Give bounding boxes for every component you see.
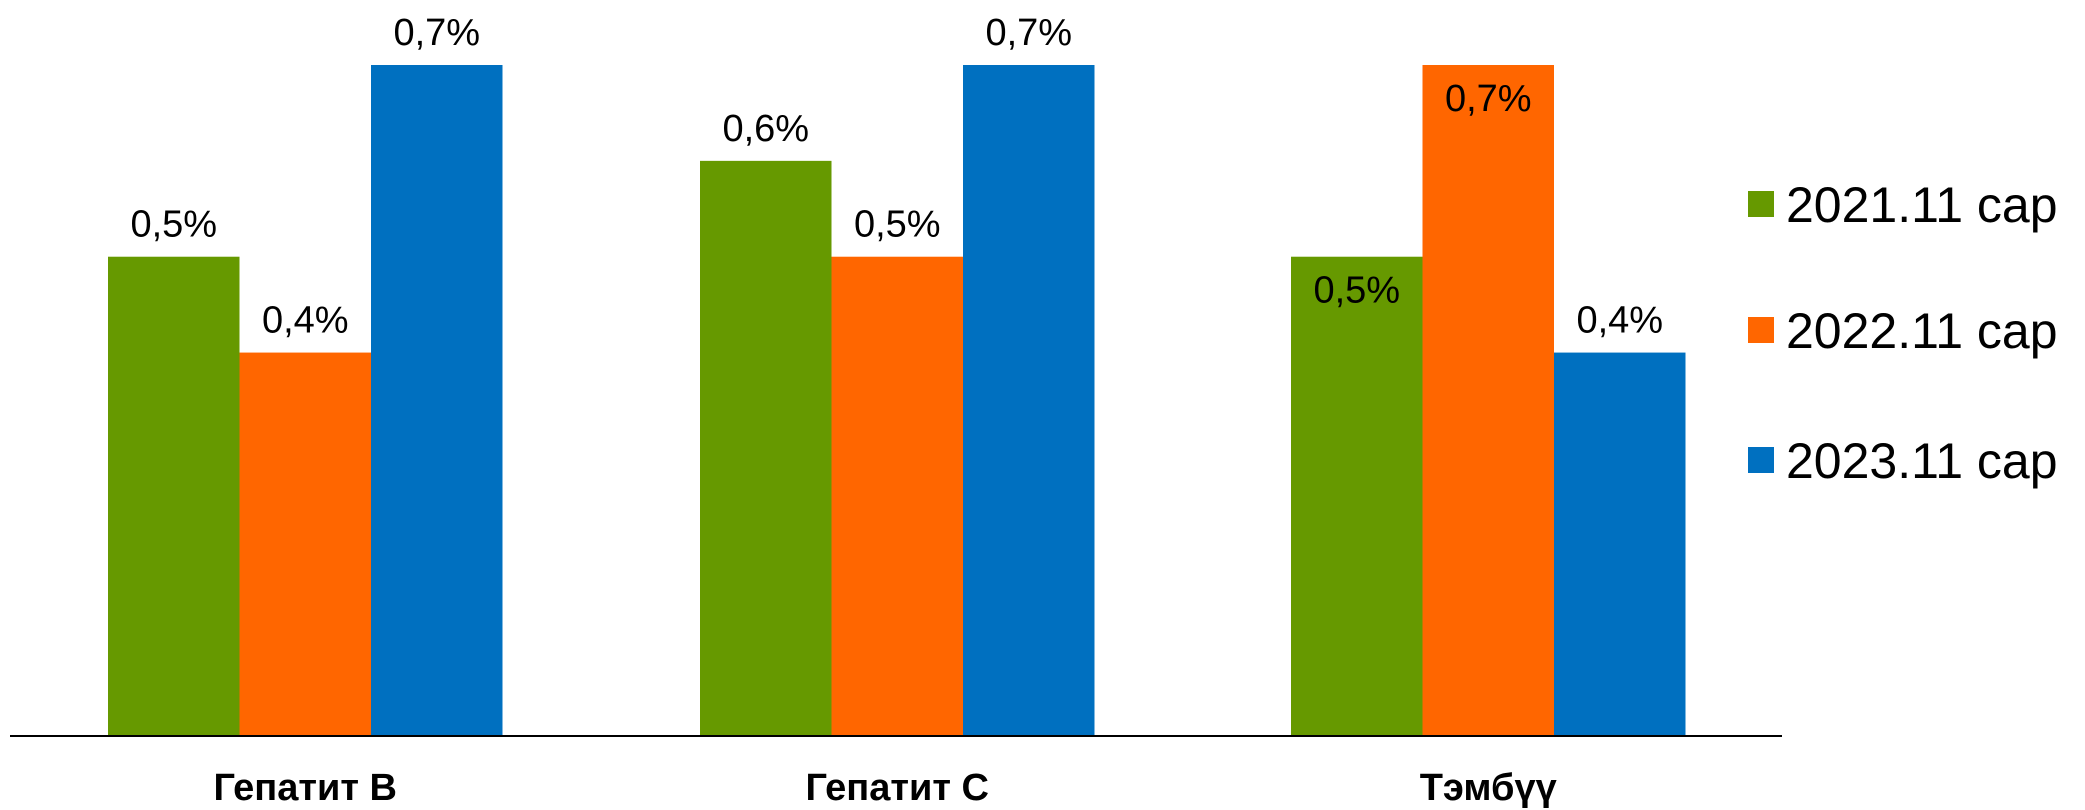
bar-2-3 [1422, 65, 1554, 736]
legend-swatch-3 [1748, 447, 1774, 473]
value-labels-layer: 0,5% 0,4% 0,7% 0,6% 0,5% 0,7% 0,5% 0,7% 0,4% [130, 12, 1663, 342]
bar-1-3 [1291, 256, 1423, 736]
data-label-1-2: 0,6% [722, 108, 809, 150]
legend-swatch-2 [1748, 317, 1774, 343]
data-label-2-1: 0,4% [262, 300, 349, 342]
bar-3-1 [371, 65, 503, 736]
data-label-2-2: 0,5% [854, 204, 941, 246]
category-label-2: Гепатит C [806, 767, 989, 809]
bar-3-3 [1554, 352, 1686, 736]
bar-2-2 [831, 256, 963, 736]
data-label-1-3: 0,5% [1313, 270, 1400, 312]
bar-1-2 [700, 160, 832, 736]
category-label-1: Гепатит B [214, 767, 397, 809]
data-label-3-2: 0,7% [985, 12, 1072, 54]
data-label-2-3: 0,7% [1445, 78, 1532, 120]
legend-label-3: 2023.11 сар [1786, 433, 2058, 489]
category-label-3: Тэмбүү [1420, 767, 1557, 809]
bar-3-2 [963, 65, 1095, 736]
category-labels-layer: Гепатит B Гепатит C Тэмбүү [214, 767, 1557, 809]
bars-layer [108, 65, 1686, 736]
data-label-3-3: 0,4% [1576, 300, 1663, 342]
legend: 2021.11 сар 2022.11 сар 2023.11 сар [1748, 177, 2058, 489]
data-label-3-1: 0,7% [393, 12, 480, 54]
legend-swatch-1 [1748, 191, 1774, 217]
bar-1-1 [108, 256, 240, 736]
bar-2-1 [239, 352, 371, 736]
legend-label-1: 2021.11 сар [1786, 177, 2058, 233]
legend-label-2: 2022.11 сар [1786, 303, 2058, 359]
data-label-1-1: 0,5% [130, 204, 217, 246]
